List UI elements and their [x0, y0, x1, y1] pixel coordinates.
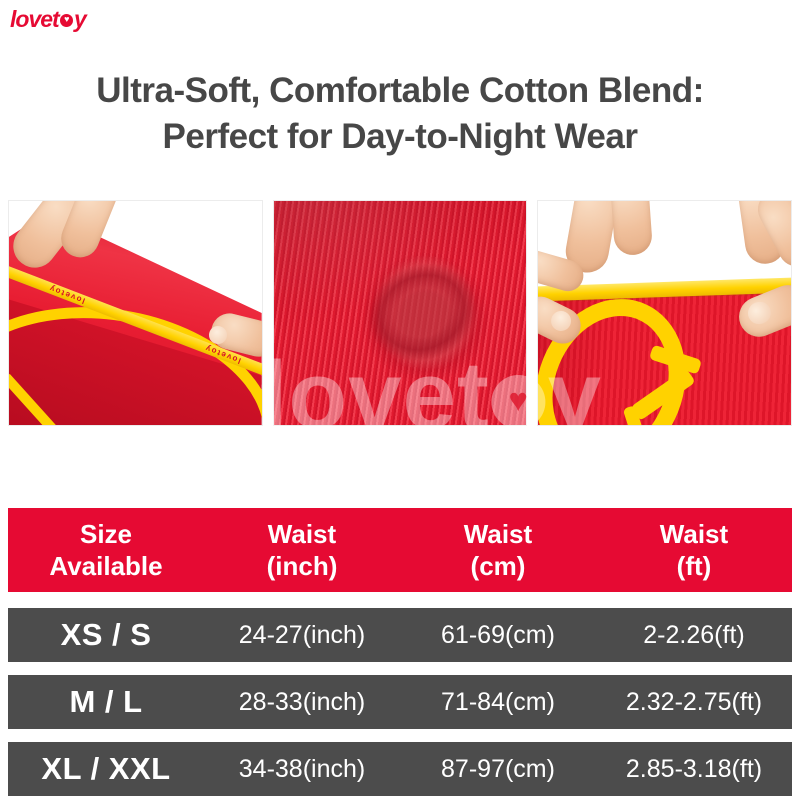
brand-logo: lovet ♥ y [10, 6, 87, 33]
header-line: Waist [267, 519, 337, 549]
photo-trim-stretch [537, 200, 792, 426]
brand-logo-text: lovet [10, 6, 60, 32]
header-line: Available [49, 551, 163, 581]
header-size-available: Size Available [8, 508, 204, 592]
photo-strip: lovetoy lovetoy [8, 200, 792, 426]
waist-cm-value: 61-69(cm) [441, 620, 555, 649]
header-line: (cm) [470, 551, 526, 581]
waist-inch-value: 34-38(inch) [238, 754, 366, 783]
photo-waistband-inside: lovetoy lovetoy [8, 200, 263, 426]
waist-ft-value: 2-2.26(ft) [643, 620, 745, 649]
header-waist-inch: Waist (inch) [204, 508, 400, 592]
waist-ft-value: 2.32-2.75(ft) [625, 687, 763, 716]
brand-logo-heart-icon: ♥ [59, 13, 74, 27]
waist-inch-value: 24-27(inch) [238, 620, 366, 649]
brand-watermark: lovet ♥ y [261, 348, 602, 426]
watermark-heart-icon: ♥ [491, 375, 546, 426]
header-line: Waist [659, 519, 729, 549]
waist-inch-value: 28-33(inch) [238, 687, 366, 716]
waist-ft-value: 2.85-3.18(ft) [625, 754, 763, 783]
size-label: M / L [69, 684, 143, 719]
size-chart-header-row: Size Available Waist (inch) Waist (cm) W… [8, 508, 792, 592]
photo-fabric-closeup [272, 200, 528, 426]
finger [608, 201, 653, 256]
waist-cm-value: 71-84(cm) [441, 687, 555, 716]
size-row-xs-s: XS / S 24-27(inch) 61-69(cm) 2-2.26(ft) [8, 608, 792, 662]
header-line: Waist [463, 519, 533, 549]
size-label: XS / S [60, 617, 152, 652]
header-line: Size [79, 519, 133, 549]
watermark-text-suffix: y [547, 342, 602, 427]
headline-line2: Perfect for Day-to-Night Wear [162, 117, 638, 156]
headline: Ultra-Soft, Comfortable Cotton Blend: Pe… [0, 68, 800, 160]
brand-logo-text-suffix: y [74, 6, 87, 32]
header-line: (ft) [676, 551, 712, 581]
header-line: (inch) [266, 551, 338, 581]
header-waist-ft: Waist (ft) [596, 508, 792, 592]
size-row-xl-xxl: XL / XXL 34-38(inch) 87-97(cm) 2.85-3.18… [8, 742, 792, 796]
headline-line1: Ultra-Soft, Comfortable Cotton Blend: [96, 71, 704, 110]
watermark-text: lovet [260, 342, 490, 427]
waist-cm-value: 87-97(cm) [441, 754, 555, 783]
size-chart: Size Available Waist (inch) Waist (cm) W… [8, 508, 792, 796]
header-waist-cm: Waist (cm) [400, 508, 596, 592]
size-label: XL / XXL [41, 751, 171, 786]
size-row-m-l: M / L 28-33(inch) 71-84(cm) 2.32-2.75(ft… [8, 675, 792, 729]
